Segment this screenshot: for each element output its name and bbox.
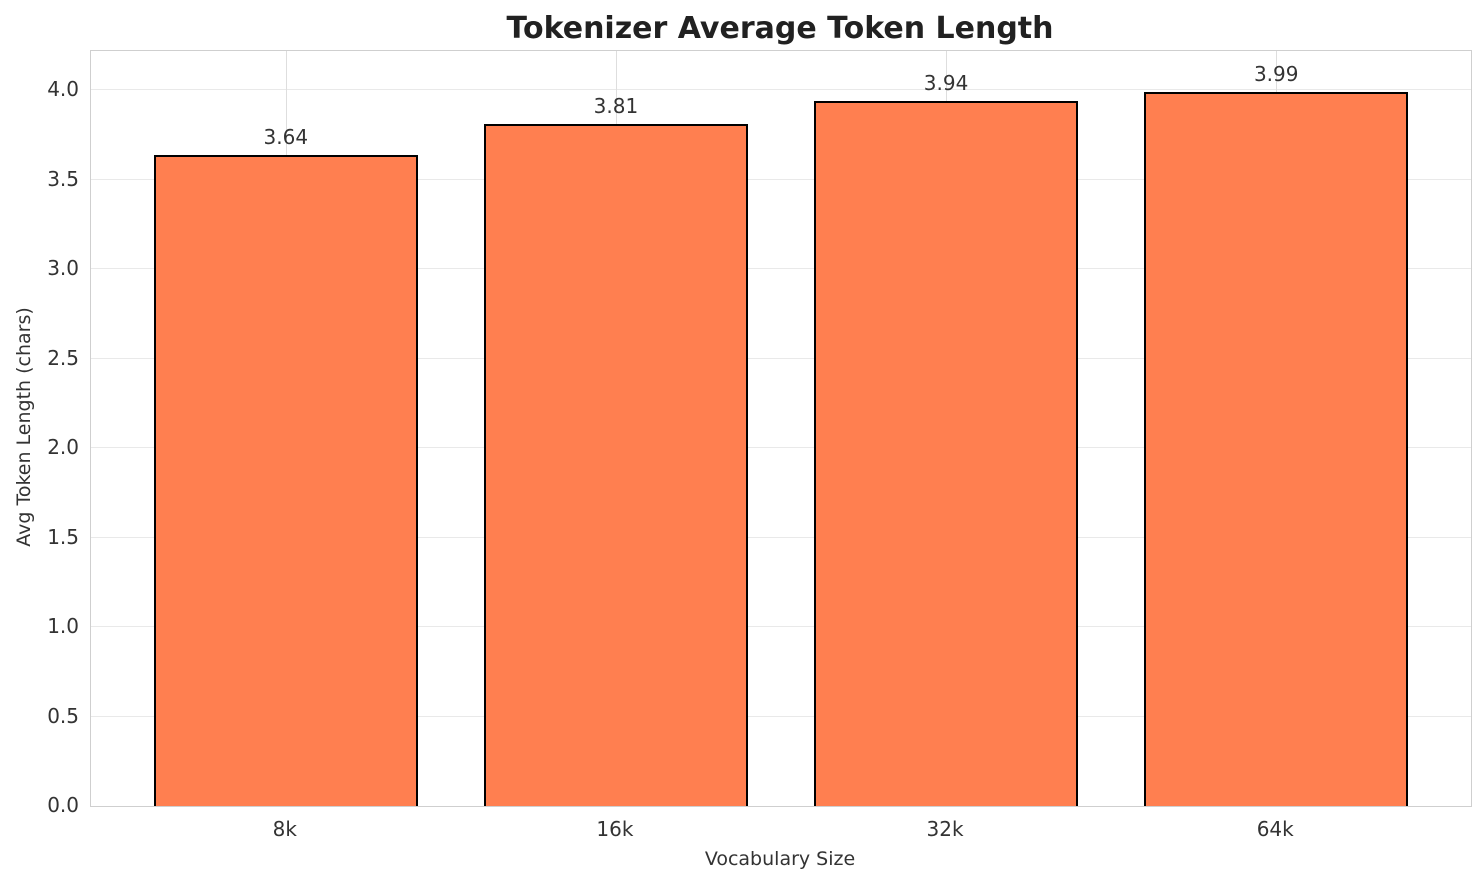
bar-8k bbox=[153, 154, 418, 806]
x-tick-label: 64k bbox=[1256, 817, 1294, 841]
x-tick-label: 8k bbox=[272, 817, 297, 841]
x-tick-label: 16k bbox=[596, 817, 634, 841]
plot-area: 3.64 3.81 3.94 3.99 bbox=[90, 50, 1472, 807]
grid-line-horizontal bbox=[91, 447, 1471, 449]
bar-32k bbox=[814, 101, 1079, 806]
y-tick-label: 1.0 bbox=[47, 614, 79, 639]
y-axis-label: Avg Token Length (chars) bbox=[13, 307, 35, 547]
grid-line-horizontal bbox=[91, 89, 1471, 91]
bar-value-label: 3.94 bbox=[923, 71, 969, 96]
y-tick-label: 1.5 bbox=[47, 524, 79, 549]
x-tick-label: 32k bbox=[926, 817, 964, 841]
bar-value-label: 3.99 bbox=[1253, 62, 1299, 87]
chart-title: Tokenizer Average Token Length bbox=[506, 11, 1054, 46]
y-tick-label: 2.0 bbox=[47, 435, 79, 460]
grid-line-horizontal bbox=[91, 357, 1471, 359]
y-tick-label: 0.5 bbox=[47, 703, 79, 728]
y-tick-label: 4.0 bbox=[47, 77, 79, 102]
y-tick-label: 3.0 bbox=[47, 256, 79, 281]
bar-value-label: 3.81 bbox=[593, 94, 639, 119]
bar-64k bbox=[1144, 92, 1409, 806]
grid-line-horizontal bbox=[91, 178, 1471, 180]
grid-line-horizontal bbox=[91, 715, 1471, 717]
bar-value-label: 3.64 bbox=[263, 124, 309, 149]
y-tick-label: 2.5 bbox=[47, 345, 79, 370]
grid-line-horizontal bbox=[91, 536, 1471, 538]
x-axis-label: Vocabulary Size bbox=[704, 848, 856, 870]
grid-line-horizontal bbox=[91, 268, 1471, 270]
bar-16k bbox=[483, 124, 748, 806]
grid-line-horizontal bbox=[91, 626, 1471, 628]
y-tick-label: 3.5 bbox=[47, 166, 79, 191]
y-tick-label: 0.0 bbox=[47, 793, 79, 817]
